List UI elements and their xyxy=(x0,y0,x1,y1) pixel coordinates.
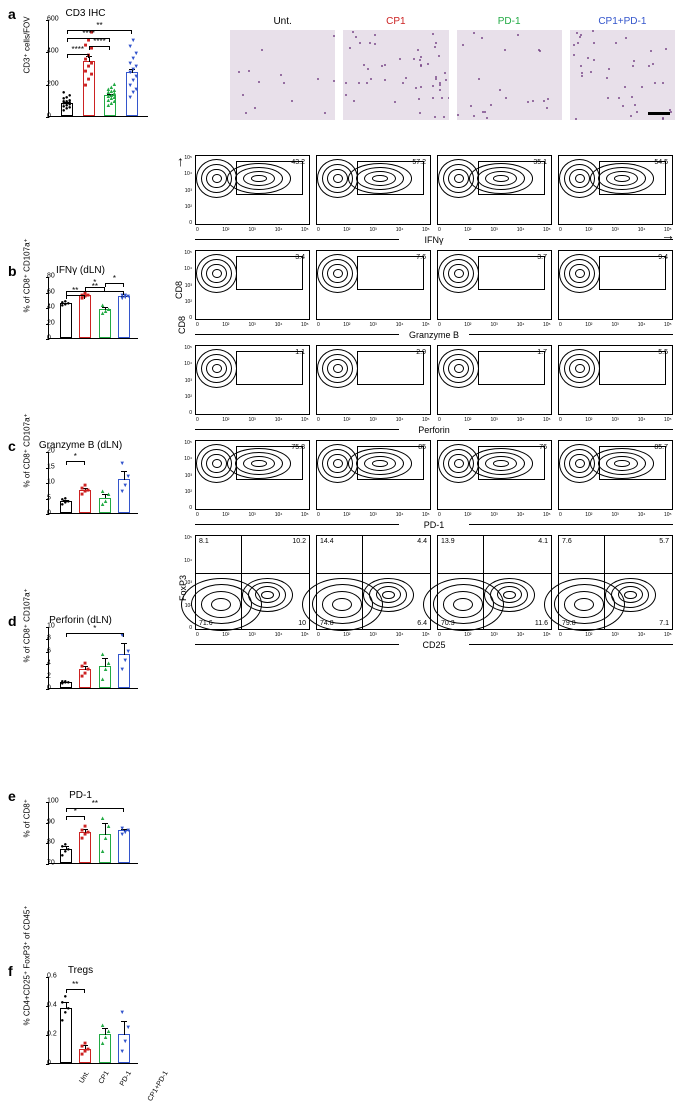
flow-plot-e-2: 76010²10³10⁴10⁵ xyxy=(437,440,552,510)
chart-title: PD-1 xyxy=(18,790,143,801)
ihc-label-CP1: CP1 xyxy=(343,16,448,27)
flow-plot-e-3: 85.7010²10³10⁴10⁵ xyxy=(558,440,673,510)
flow-plot-b-0: 43.2010²10³10⁴10⁵010²10³10⁴10⁵ xyxy=(195,155,310,225)
ihc-image-Unt. xyxy=(230,30,335,120)
flow-plot-e-1: 85010²10³10⁴10⁵ xyxy=(316,440,431,510)
ihc-label-CP1+PD-1: CP1+PD-1 xyxy=(570,16,675,27)
panel-label: b xyxy=(8,263,17,279)
flow-plot-d-1: 2.9010²10³10⁴10⁵ xyxy=(316,345,431,415)
flow-plot-d-2: 1.7010²10³10⁴10⁵ xyxy=(437,345,552,415)
panel-label: f xyxy=(8,963,13,979)
ihc-image-CP1 xyxy=(343,30,448,120)
chart-title: IFNγ (dLN) xyxy=(18,265,143,276)
flow-plot-c-2: 3.7010²10³10⁴10⁵ xyxy=(437,250,552,320)
ihc-image-CP1+PD-1 xyxy=(570,30,675,120)
barchart-b: bIFNγ (dLN)020406080% of CD8⁺ CD107a⁺●●●… xyxy=(18,265,143,345)
flow-plot-c-3: 9.4010²10³10⁴10⁵ xyxy=(558,250,673,320)
barchart-c: cGranzyme B (dLN)05101520% of CD8⁺ CD107… xyxy=(18,440,143,520)
panel-label: a xyxy=(8,6,16,22)
barchart-e: ePD-1708090100% of CD8⁺●●●●●■■■■■▲▲▲▲▼▼▼… xyxy=(18,790,143,870)
bar-CP1 xyxy=(79,295,91,338)
ihc-image-PD-1 xyxy=(457,30,562,120)
flow-plot-c-1: 7.6010²10³10⁴10⁵ xyxy=(316,250,431,320)
chart-title: Tregs xyxy=(18,965,143,976)
chart-title: Granzyme B (dLN) xyxy=(18,440,143,451)
flow-plot-e-0: 75.8010²10³10⁴10⁵010²10³10⁴10⁵ xyxy=(195,440,310,510)
barchart-d: dPerforin (dLN)0246810% of CD8⁺ CD107a⁺●… xyxy=(18,615,143,695)
flow-plot-c-0: 3.4010²10³10⁴10⁵010²10³10⁴10⁵ xyxy=(195,250,310,320)
flow-plot-f-3: 7.65.779.87.1010²10³10⁴10⁵ xyxy=(558,535,673,630)
barchart-f: fTregs00.20.40.6% CD4+CD25⁺ FoxP3⁺ of CD… xyxy=(18,965,143,1070)
flow-plot-d-0: 1.1010²10³10⁴10⁵010²10³10⁴10⁵ xyxy=(195,345,310,415)
panel-label: e xyxy=(8,788,16,804)
flow-plot-f-1: 14.44.474.86.4010²10³10⁴10⁵ xyxy=(316,535,431,630)
barchart-a: aCD3 IHC0200400600CD3⁺ cells/FOV●●●●●●●●… xyxy=(18,8,153,123)
flow-plot-f-0: 8.110.271.610010²10³10⁴10⁵010²10³10⁴10⁵ xyxy=(195,535,310,630)
panel-label: c xyxy=(8,438,16,454)
flow-plot-f-2: 13.94.170.311.6010²10³10⁴10⁵ xyxy=(437,535,552,630)
flow-plot-d-3: 5.5010²10³10⁴10⁵ xyxy=(558,345,673,415)
flow-plot-b-3: 54.5010²10³10⁴10⁵ xyxy=(558,155,673,225)
panel-label: d xyxy=(8,613,17,629)
chart-title: Perforin (dLN) xyxy=(18,615,143,626)
flow-plot-b-2: 35.1010²10³10⁴10⁵ xyxy=(437,155,552,225)
flow-plot-b-1: 57.2010²10³10⁴10⁵ xyxy=(316,155,431,225)
ihc-label-Unt.: Unt. xyxy=(230,16,335,27)
chart-title: CD3 IHC xyxy=(18,8,153,19)
ihc-label-PD-1: PD-1 xyxy=(457,16,562,27)
